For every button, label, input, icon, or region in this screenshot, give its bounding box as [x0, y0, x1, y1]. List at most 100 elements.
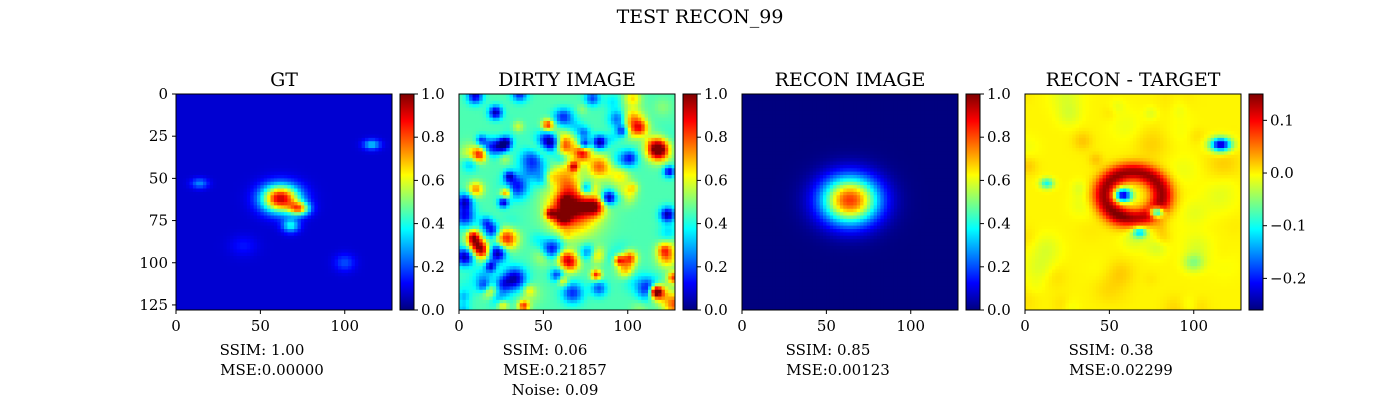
heatmap-cell: [519, 110, 524, 115]
heatmap-cell: [671, 110, 676, 115]
heatmap-cell: [290, 110, 295, 115]
heatmap-cell: [321, 164, 325, 169]
heatmap-cell: [179, 245, 184, 250]
heatmap-cell: [236, 188, 241, 193]
heatmap-cell: [294, 208, 298, 213]
heatmap-cell: [341, 181, 346, 186]
heatmap-cell: [375, 279, 379, 284]
heatmap-cell: [213, 245, 217, 250]
heatmap-cell: [304, 171, 309, 176]
heatmap-cell: [348, 225, 352, 230]
heatmap-cell: [236, 205, 241, 210]
heatmap-cell: [297, 225, 302, 230]
heatmap-cell: [348, 188, 352, 193]
heatmap-cell: [199, 239, 204, 243]
heatmap-cell: [331, 293, 336, 297]
heatmap-cell: [341, 110, 346, 115]
heatmap-cell: [192, 235, 197, 240]
heatmap-cell: [577, 100, 581, 105]
heatmap-cell: [354, 124, 359, 129]
heatmap-cell: [189, 286, 194, 291]
heatmap-cell: [338, 121, 342, 125]
heatmap-cell: [385, 269, 390, 274]
heatmap-cell: [277, 249, 282, 254]
heatmap-cell: [240, 249, 244, 254]
heatmap-cell: [179, 215, 184, 220]
heatmap-cell: [203, 245, 207, 250]
heatmap-cell: [462, 131, 467, 135]
heatmap-cell: [604, 97, 608, 102]
heatmap-cell: [334, 175, 339, 179]
heatmap-cell: [388, 249, 393, 254]
heatmap-cell: [354, 171, 359, 176]
metric-caption: SSIM: 1.00: [220, 341, 305, 359]
heatmap-cell: [219, 235, 224, 240]
heatmap-cell: [324, 252, 329, 257]
heatmap-cell: [354, 269, 359, 274]
heatmap-cell: [365, 137, 369, 142]
heatmap-cell: [287, 148, 292, 152]
heatmap-cell: [189, 191, 194, 196]
heatmap-cell: [317, 110, 322, 115]
heatmap-cell: [300, 212, 305, 216]
heatmap-cell: [280, 306, 285, 311]
heatmap-cell: [253, 178, 258, 183]
heatmap-cell: [219, 161, 224, 166]
heatmap-cell: [496, 104, 500, 108]
heatmap-cell: [206, 289, 211, 294]
heatmap-cell: [223, 127, 228, 132]
heatmap-cell: [334, 269, 339, 274]
heatmap-cell: [600, 94, 605, 98]
heatmap-cell: [368, 97, 373, 102]
heatmap-cell: [331, 191, 336, 196]
heatmap-cell: [257, 141, 261, 146]
heatmap-cell: [284, 127, 288, 132]
heatmap-cell: [462, 94, 467, 98]
heatmap-cell: [290, 252, 295, 257]
heatmap-cell: [344, 97, 349, 102]
heatmap-cell: [321, 127, 325, 132]
heatmap-cell: [499, 127, 504, 132]
heatmap-cell: [297, 293, 302, 297]
heatmap-cell: [294, 303, 298, 308]
heatmap-cell: [284, 296, 288, 301]
heatmap-cell: [536, 131, 541, 135]
heatmap-cell: [284, 141, 288, 146]
heatmap-cell: [378, 242, 383, 247]
heatmap-cell: [311, 225, 315, 230]
heatmap-cell: [334, 306, 339, 311]
heatmap-cell: [304, 185, 309, 189]
heatmap-cell: [375, 266, 379, 270]
heatmap-cell: [226, 154, 231, 159]
heatmap-cell: [186, 154, 190, 159]
heatmap-cell: [273, 188, 278, 193]
heatmap-cell: [381, 279, 386, 284]
heatmap-cell: [287, 100, 292, 105]
heatmap-cell: [550, 137, 554, 142]
heatmap-cell: [594, 107, 598, 112]
heatmap-cell: [176, 296, 180, 301]
heatmap-cell: [459, 100, 463, 105]
heatmap-cell: [358, 154, 363, 159]
heatmap-cell: [176, 168, 180, 173]
heatmap-cell: [361, 306, 366, 311]
heatmap-cell: [267, 293, 271, 297]
heatmap-cell: [199, 161, 204, 166]
heatmap-cell: [186, 286, 190, 291]
heatmap-cell: [358, 110, 363, 115]
heatmap-cell: [300, 107, 305, 112]
heatmap-cell: [341, 171, 346, 176]
heatmap-cell: [321, 283, 325, 287]
heatmap-cell: [273, 107, 278, 112]
heatmap-cell: [186, 171, 190, 176]
heatmap-cell: [277, 276, 282, 281]
heatmap-cell: [213, 137, 217, 142]
heatmap-cell: [348, 110, 352, 115]
heatmap-cell: [311, 181, 315, 186]
heatmap-cell: [365, 266, 369, 270]
heatmap-cell: [213, 232, 217, 237]
heatmap-cell: [486, 117, 490, 122]
heatmap-cell: [216, 242, 221, 247]
heatmap-cell: [604, 131, 608, 135]
heatmap-cell: [196, 239, 201, 243]
